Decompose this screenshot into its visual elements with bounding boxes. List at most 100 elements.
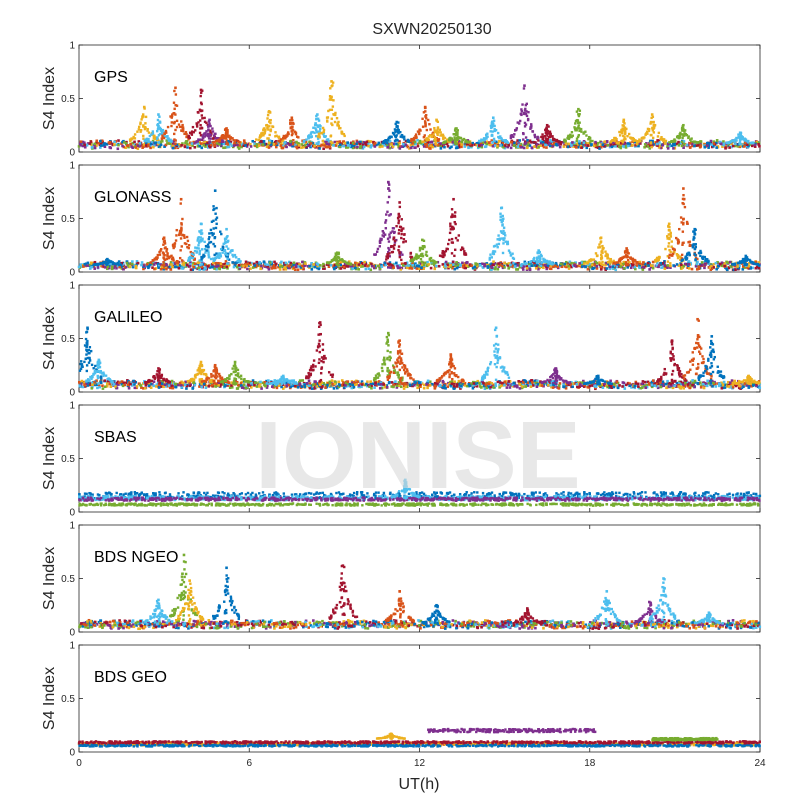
data-point [398, 255, 402, 259]
data-point [272, 142, 276, 146]
data-point [191, 256, 195, 260]
data-point [147, 142, 151, 145]
data-point [136, 144, 140, 148]
data-point [177, 143, 181, 146]
data-point [167, 142, 171, 145]
data-point [215, 206, 218, 210]
data-point [342, 133, 346, 136]
data-point [144, 122, 147, 125]
data-point [311, 142, 314, 145]
data-point [582, 132, 585, 135]
data-point [580, 146, 584, 149]
data-point [453, 214, 456, 218]
data-point [690, 142, 694, 146]
data-point [185, 263, 189, 267]
data-point [623, 267, 626, 270]
data-point [421, 125, 425, 128]
data-point [583, 262, 586, 265]
data-point [633, 138, 636, 142]
data-point [113, 143, 116, 146]
data-point [436, 126, 440, 129]
data-point [157, 124, 160, 128]
data-point [280, 138, 283, 141]
data-point [646, 127, 650, 131]
data-point [209, 145, 212, 149]
data-point [414, 142, 418, 146]
data-point [669, 264, 672, 268]
data-point [595, 267, 599, 270]
data-point [611, 139, 614, 142]
data-point [222, 146, 225, 150]
data-point [496, 131, 500, 135]
data-point [305, 138, 308, 141]
data-point [491, 144, 495, 148]
data-point [675, 142, 679, 146]
data-point [733, 144, 737, 148]
data-point [332, 99, 335, 102]
data-point [373, 141, 377, 145]
data-point [620, 141, 623, 145]
data-point [687, 136, 690, 140]
data-point [322, 130, 325, 134]
data-point [268, 139, 272, 142]
data-point [513, 133, 516, 136]
data-point [682, 146, 685, 150]
data-point [387, 266, 390, 269]
data-point [268, 261, 272, 264]
data-point [370, 144, 373, 147]
data-point [390, 143, 393, 146]
data-point [199, 142, 203, 145]
data-point [757, 141, 761, 145]
data-point [213, 132, 217, 136]
data-point [523, 125, 527, 128]
data-point [576, 126, 580, 129]
data-point [327, 261, 330, 265]
data-point [383, 261, 386, 265]
data-point [317, 267, 321, 271]
data-point [408, 147, 411, 150]
data-point [400, 258, 403, 262]
data-point [543, 263, 547, 267]
data-point [567, 142, 570, 146]
data-point [227, 247, 230, 250]
data-point [677, 144, 681, 147]
data-point [650, 113, 654, 116]
data-point [103, 266, 107, 269]
data-point [397, 248, 400, 252]
data-point [581, 141, 584, 145]
data-point [490, 134, 493, 137]
data-point [530, 264, 534, 267]
data-point [165, 267, 168, 271]
data-point [99, 142, 103, 146]
data-point [442, 255, 445, 258]
data-point [525, 146, 529, 150]
data-point [285, 145, 288, 149]
data-point [297, 145, 301, 149]
data-point [131, 141, 135, 145]
data-point [519, 146, 523, 149]
data-point [202, 141, 205, 145]
data-point [605, 140, 609, 143]
data-point [142, 125, 145, 128]
data-point [136, 130, 139, 133]
data-point [192, 253, 195, 257]
data-point [261, 140, 264, 143]
data-point [516, 139, 519, 142]
data-point [627, 142, 631, 146]
data-point [223, 249, 227, 252]
data-point [137, 125, 141, 129]
data-point [195, 246, 199, 250]
data-point [400, 145, 404, 148]
data-point [237, 258, 240, 261]
data-point [592, 258, 596, 261]
figure-title: SXWN20250130 [372, 21, 491, 38]
data-point [683, 205, 687, 209]
data-point [208, 141, 211, 144]
data-point [271, 125, 274, 128]
data-point [207, 129, 210, 132]
data-point [309, 145, 312, 149]
data-point [361, 265, 364, 268]
data-point [124, 146, 127, 150]
